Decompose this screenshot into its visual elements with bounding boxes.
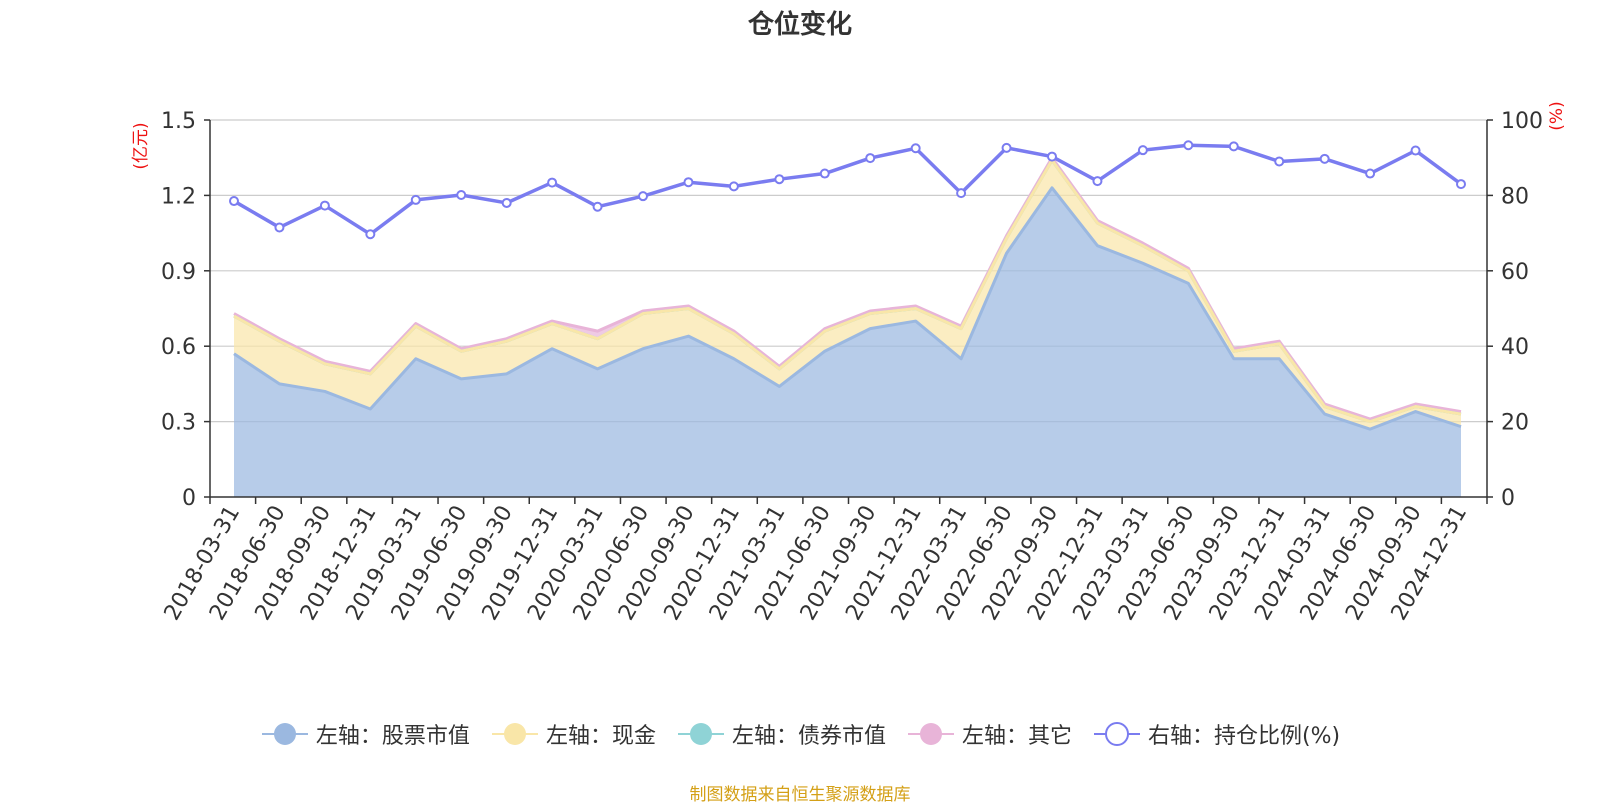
- right-axis-tick-label: 0: [1501, 486, 1515, 511]
- ratio-point: [319, 200, 330, 211]
- ratio-line: [233, 143, 1463, 236]
- legend-label: 左轴：现金: [545, 724, 656, 749]
- ratio-point: [1092, 176, 1103, 187]
- right-axis-tick-label: 80: [1501, 184, 1529, 209]
- legend-item[interactable]: 左轴：股票市值: [260, 718, 470, 750]
- legend-marker-icon: [677, 723, 724, 745]
- left-axis-tick-label: 1.5: [161, 109, 196, 134]
- area-line-series-0: [233, 186, 1462, 431]
- chart-title: 仓位变化: [747, 10, 852, 40]
- ratio-point: [1319, 153, 1330, 164]
- legend-item[interactable]: 左轴：债券市值: [676, 718, 886, 750]
- ratio-point: [683, 177, 694, 188]
- ratio-point: [956, 188, 967, 199]
- legend-marker-icon: [1093, 722, 1140, 746]
- ratio-point: [547, 177, 558, 188]
- ratio-point: [1001, 142, 1012, 153]
- legend-marker-icon: [261, 723, 308, 745]
- legend-marker-icon: [491, 723, 538, 745]
- legend: 左轴：股票市值 左轴：现金 左轴：债券市值 左轴：其它 右轴：持仓比例(%): [0, 718, 1600, 750]
- legend-item[interactable]: 左轴：现金: [490, 718, 656, 750]
- left-axis-tick-label: 0.3: [161, 411, 196, 436]
- ratio-point: [865, 153, 876, 164]
- right-axis-tick-label: 100: [1501, 109, 1543, 134]
- left-axis-unit: (亿元): [131, 122, 151, 169]
- ratio-point: [456, 190, 467, 201]
- ratio-point: [274, 222, 285, 233]
- ratio-point: [365, 229, 376, 240]
- legend-label: 右轴：持仓比例(%): [1147, 724, 1341, 749]
- ratio-point: [638, 191, 648, 202]
- area-line-series-1: [233, 158, 1462, 424]
- legend-label: 左轴：股票市值: [315, 724, 470, 749]
- ratio-point: [1047, 151, 1057, 162]
- left-axis-tick-label: 0.6: [161, 335, 196, 360]
- left-axis-tick-label: 0.9: [161, 260, 196, 285]
- legend-dot: [503, 723, 526, 745]
- ratio-point: [410, 194, 421, 205]
- area-line-series-3: [233, 156, 1462, 421]
- legend-dot: [1104, 722, 1129, 746]
- legend-dot: [273, 723, 296, 745]
- legend-label: 左轴：债券市值: [731, 724, 886, 749]
- legend-dot: [689, 723, 712, 745]
- legend-item[interactable]: 右轴：持仓比例(%): [1092, 718, 1340, 750]
- ratio-point: [1410, 145, 1421, 156]
- ratio-point: [728, 181, 739, 192]
- ratio-point: [501, 197, 512, 208]
- legend-marker-icon: [907, 723, 954, 745]
- legend-label: 左轴：其它: [961, 724, 1072, 749]
- ratio-point: [1228, 141, 1239, 152]
- left-axis-tick-label: 0: [182, 486, 196, 511]
- ratio-point: [910, 143, 921, 154]
- ratio-point: [1183, 140, 1194, 151]
- legend-dot: [919, 723, 942, 745]
- right-axis-unit: (%): [1547, 101, 1567, 130]
- ratio-point: [1365, 168, 1376, 179]
- ratio-point: [229, 196, 239, 207]
- legend-item[interactable]: 左轴：其它: [906, 718, 1072, 750]
- area-series-0: [234, 187, 1461, 498]
- ratio-point: [774, 174, 785, 185]
- ratio-point: [1274, 156, 1285, 167]
- source-note: 制图数据来自恒生聚源数据库: [689, 785, 911, 805]
- ratio-point: [819, 168, 830, 179]
- ratio-point: [1137, 145, 1148, 156]
- right-axis-tick-label: 60: [1501, 260, 1529, 285]
- left-axis-tick-label: 1.2: [161, 184, 196, 209]
- right-axis-tick-label: 20: [1501, 411, 1529, 436]
- right-axis-tick-label: 40: [1501, 335, 1529, 360]
- ratio-point: [1456, 179, 1466, 190]
- ratio-point: [592, 201, 603, 212]
